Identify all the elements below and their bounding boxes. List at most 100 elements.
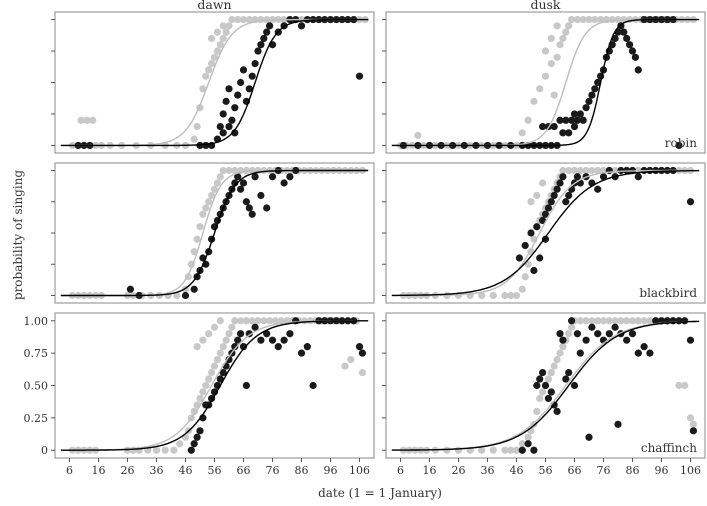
point-dusk-robin-light xyxy=(541,47,550,55)
point-dawn-chaffinch-light xyxy=(358,368,366,377)
point-dawn-chaffinch-dark xyxy=(251,323,259,331)
point-dusk-blackbird-dark xyxy=(686,198,695,206)
point-dawn-chaffinch-dark xyxy=(268,336,277,344)
point-dusk-chaffinch-light xyxy=(568,323,576,331)
point-dusk-robin-light xyxy=(585,15,593,24)
x-tick-label: 96 xyxy=(655,464,669,477)
species-label-robin: robin xyxy=(665,136,697,150)
point-dusk-chaffinch-dark xyxy=(588,323,596,331)
point-dusk-robin-dark xyxy=(550,122,558,131)
point-dusk-blackbird-dark xyxy=(530,266,538,275)
point-dusk-robin-light xyxy=(541,72,550,80)
x-tick-label: 66 xyxy=(237,464,251,477)
point-dusk-chaffinch-light xyxy=(628,317,637,325)
point-dusk-chaffinch-light xyxy=(533,407,541,415)
point-dawn-chaffinch-dark xyxy=(286,330,294,338)
point-dusk-chaffinch-dark xyxy=(530,446,538,454)
point-dawn-robin-dark xyxy=(257,41,265,49)
point-dusk-chaffinch-dark xyxy=(628,330,637,338)
point-dusk-chaffinch-dark xyxy=(686,336,695,344)
point-dawn-robin-light xyxy=(213,28,221,36)
point-dusk-robin-dark xyxy=(568,116,576,124)
point-dusk-chaffinch-dark xyxy=(547,388,555,396)
point-dusk-chaffinch-dark xyxy=(689,427,698,435)
point-dusk-blackbird-dark xyxy=(556,179,564,187)
point-dawn-chaffinch-light xyxy=(205,330,213,338)
point-dawn-blackbird-dark xyxy=(248,210,256,218)
point-dusk-blackbird-dark xyxy=(634,173,642,181)
point-dusk-chaffinch-light xyxy=(539,388,547,396)
point-dusk-blackbird-light xyxy=(489,291,497,300)
point-dusk-chaffinch-dark xyxy=(646,349,654,357)
point-dusk-robin-dark xyxy=(626,41,634,49)
point-dawn-robin-dark xyxy=(225,85,233,93)
point-dawn-robin-light xyxy=(190,135,198,143)
point-dusk-chaffinch-light xyxy=(681,381,689,390)
fit-curve-dusk-blackbird-light xyxy=(391,169,700,297)
point-dawn-chaffinch-dark xyxy=(303,343,311,351)
point-dusk-blackbird-dark xyxy=(547,198,555,206)
point-dawn-blackbird-light xyxy=(173,291,181,300)
point-dawn-chaffinch-dark xyxy=(297,349,306,357)
point-dusk-chaffinch-light xyxy=(582,317,590,325)
point-dusk-robin-dark xyxy=(585,97,593,105)
point-dusk-robin-light xyxy=(530,97,538,105)
point-dusk-robin-dark xyxy=(579,116,587,124)
point-dawn-chaffinch-dark xyxy=(231,343,239,351)
point-dawn-chaffinch-dark xyxy=(358,349,366,357)
point-dusk-chaffinch-light xyxy=(640,317,648,325)
point-dusk-chaffinch-light xyxy=(646,317,654,325)
point-dawn-chaffinch-light xyxy=(193,343,201,351)
point-dawn-robin-light xyxy=(228,15,236,24)
point-dawn-chaffinch-light xyxy=(219,343,227,351)
point-dusk-blackbird-dark xyxy=(533,223,541,231)
point-dawn-blackbird-dark xyxy=(286,173,294,181)
point-dawn-chaffinch-light xyxy=(170,446,178,454)
fit-curve-dawn-chaffinch-dark xyxy=(60,320,369,451)
x-tick-label: 66 xyxy=(568,464,582,477)
point-dusk-blackbird-light xyxy=(582,166,590,175)
point-dusk-chaffinch-light xyxy=(588,317,596,325)
panel-frame-dawn-robin xyxy=(54,11,375,154)
point-dawn-chaffinch-light xyxy=(196,394,204,403)
point-dusk-chaffinch-dark xyxy=(518,446,526,454)
point-dusk-robin-dark xyxy=(582,104,590,112)
point-dusk-chaffinch-dark xyxy=(652,317,660,325)
point-dawn-blackbird-dark xyxy=(126,285,134,293)
point-dawn-chaffinch-light xyxy=(202,381,210,390)
fit-curve-dusk-chaffinch-dark xyxy=(391,320,700,451)
point-dawn-robin-dark xyxy=(355,72,364,80)
point-dawn-robin-dark xyxy=(297,22,306,30)
point-dawn-chaffinch-light xyxy=(216,317,224,325)
point-dusk-blackbird-dark xyxy=(565,191,573,200)
point-dawn-chaffinch-light xyxy=(176,440,184,448)
x-tick-label: 86 xyxy=(626,464,640,477)
point-dawn-robin-dark xyxy=(245,85,253,93)
point-dusk-chaffinch-light xyxy=(686,414,695,422)
point-dawn-blackbird-dark xyxy=(190,285,198,293)
point-dawn-chaffinch-light xyxy=(152,446,161,454)
x-tick-label: 36 xyxy=(481,464,495,477)
point-dusk-blackbird-dark xyxy=(594,185,602,193)
point-dusk-chaffinch-dark xyxy=(611,323,619,331)
point-dawn-chaffinch-dark xyxy=(225,356,233,364)
point-dusk-blackbird-dark xyxy=(562,198,570,206)
point-dusk-chaffinch-light xyxy=(512,446,521,454)
point-dusk-blackbird-dark xyxy=(539,216,547,225)
point-dusk-chaffinch-light xyxy=(544,375,553,383)
point-dusk-blackbird-dark xyxy=(541,235,550,243)
point-dusk-chaffinch-dark xyxy=(524,440,532,448)
point-dawn-blackbird-light xyxy=(219,166,227,175)
point-dawn-blackbird-dark xyxy=(251,173,259,181)
point-dusk-blackbird-light xyxy=(501,291,509,300)
point-dusk-blackbird-light xyxy=(594,166,602,175)
point-dusk-robin-dark xyxy=(573,116,582,124)
point-dusk-chaffinch-light xyxy=(489,446,497,454)
point-dawn-blackbird-light xyxy=(216,173,224,181)
point-dawn-robin-light xyxy=(213,47,221,55)
point-dusk-blackbird-light xyxy=(576,166,584,175)
point-dusk-blackbird-dark xyxy=(573,173,582,181)
point-dawn-blackbird-dark xyxy=(268,173,277,181)
point-dusk-chaffinch-light xyxy=(605,317,613,325)
point-dawn-chaffinch-light xyxy=(190,407,198,415)
